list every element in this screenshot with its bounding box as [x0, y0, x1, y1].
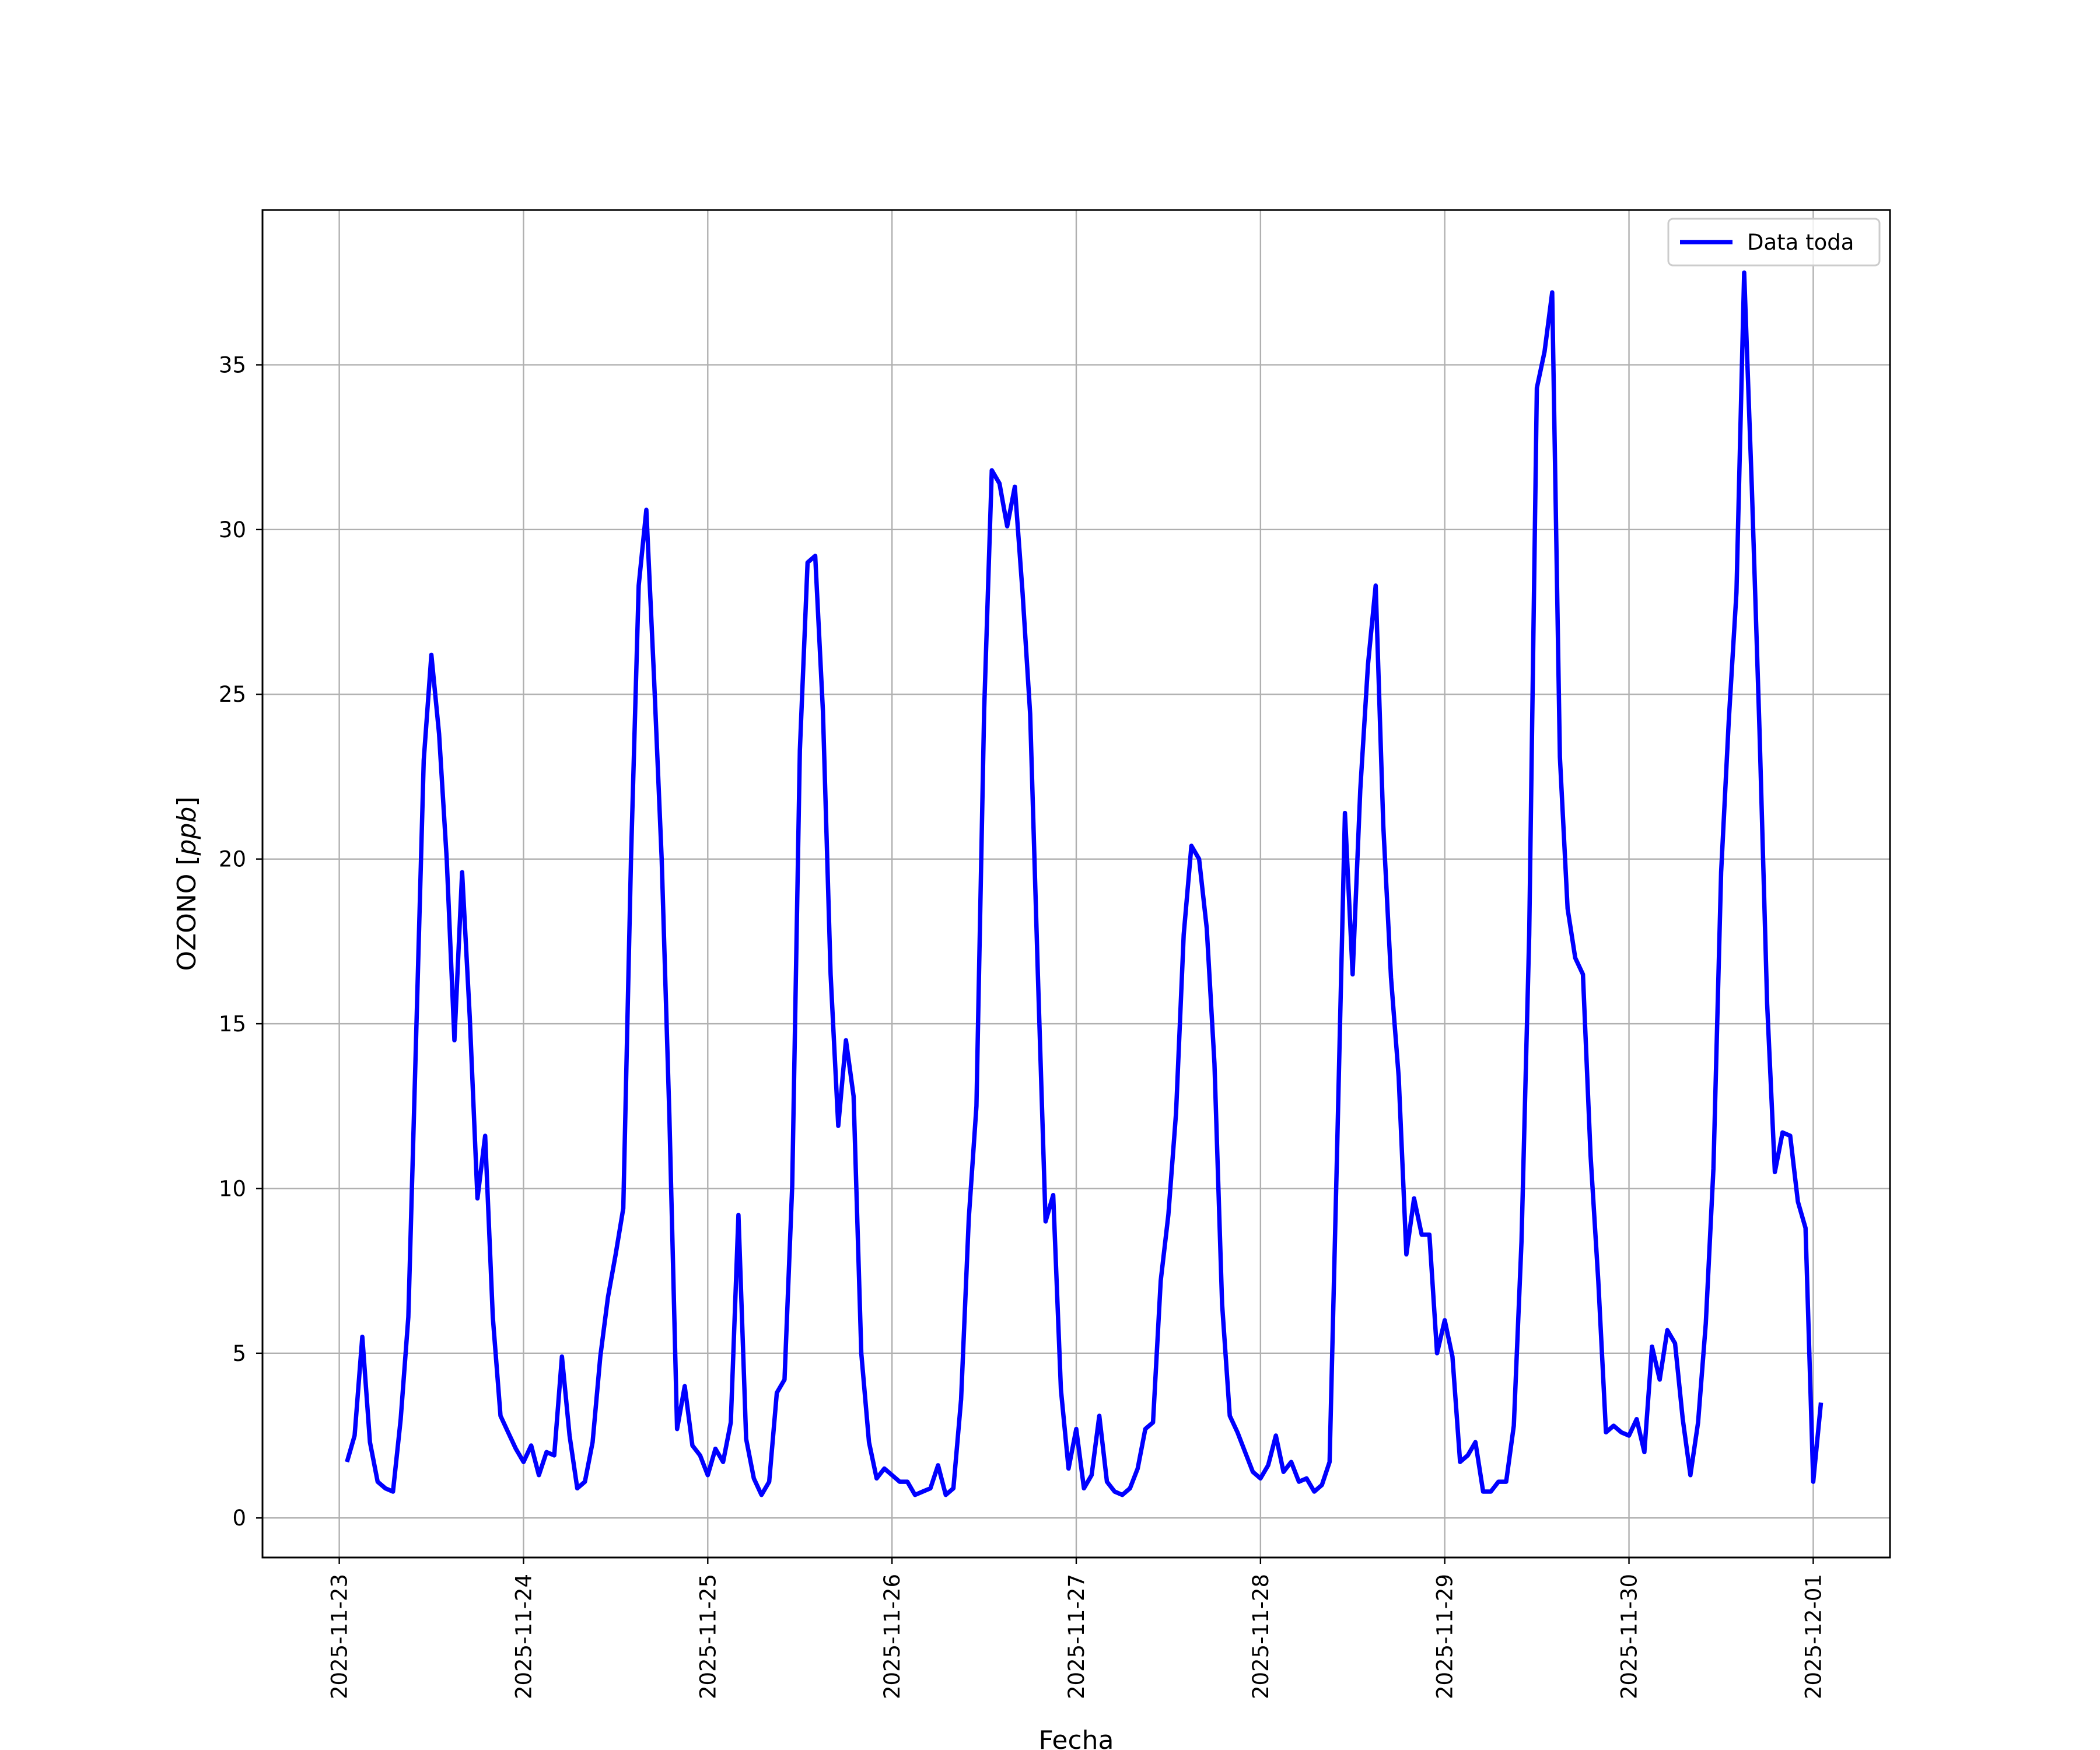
x-axis: 2025-11-23 2025-11-24 2025-11-25 2025-11-26…	[327, 1558, 1826, 1699]
x-tick-label: 2025-11-27	[1064, 1574, 1089, 1699]
y-tick-label: 25	[219, 682, 246, 707]
y-axis: 0 5 10 15 20 25 30 35	[219, 352, 262, 1531]
x-tick-label: 2025-11-28	[1248, 1574, 1273, 1699]
x-tick-label: 2025-11-30	[1617, 1574, 1642, 1699]
x-tick-label: 2025-11-23	[327, 1574, 352, 1699]
legend-label-data-toda: Data toda	[1747, 230, 1854, 255]
grid-lines	[262, 210, 1890, 1558]
series-line-data-toda	[345, 270, 1824, 1497]
y-tick-label: 20	[219, 847, 246, 872]
x-tick-label: 2025-12-01	[1801, 1574, 1826, 1699]
y-axis-label-suffix: ]	[172, 796, 202, 806]
y-axis-label: OZONO [ppb]	[172, 796, 202, 971]
legend: Data toda	[1667, 218, 1881, 267]
y-tick-label: 35	[219, 352, 246, 377]
x-tick-label: 2025-11-26	[880, 1574, 905, 1699]
x-tick-label: 2025-11-29	[1433, 1574, 1458, 1699]
legend-box	[1667, 218, 1881, 267]
y-tick-label: 5	[232, 1341, 246, 1366]
y-axis-label-prefix: OZONO [	[172, 855, 202, 971]
y-axis-label-unit: ppb	[172, 807, 202, 856]
y-tick-label: 10	[219, 1176, 246, 1201]
y-tick-label: 30	[219, 517, 246, 542]
y-tick-label: 0	[232, 1506, 246, 1531]
x-tick-label: 2025-11-24	[511, 1574, 536, 1699]
series-layer	[345, 270, 1824, 1497]
y-tick-label: 15	[219, 1012, 246, 1037]
x-tick-label: 2025-11-25	[695, 1574, 720, 1699]
x-axis-label: Fecha	[1038, 1726, 1114, 1750]
